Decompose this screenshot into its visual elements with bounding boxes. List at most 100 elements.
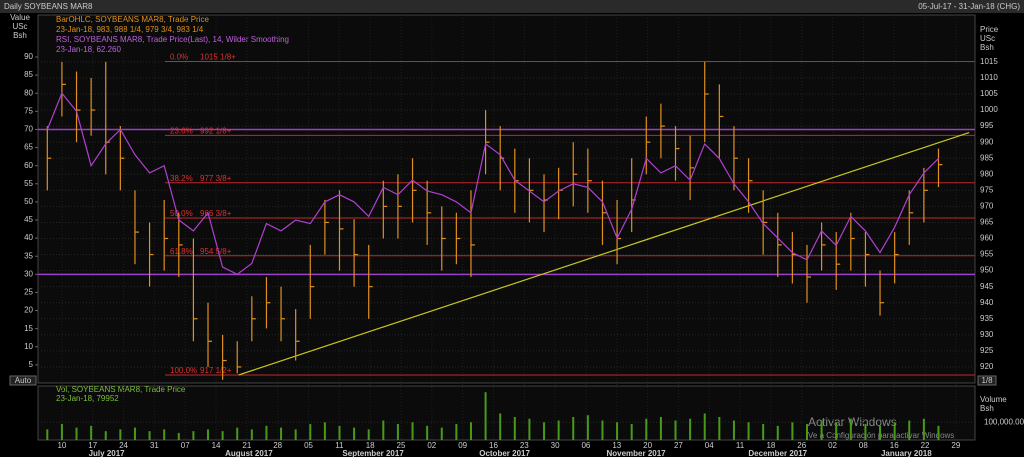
y-tick-label: 980 (980, 169, 994, 178)
fib-price: 1015 1/8+ (200, 53, 236, 62)
x-tick-label: 08 (859, 441, 868, 450)
x-tick-label: 23 (520, 441, 529, 450)
fib-pct: 50.0% (170, 209, 193, 218)
volume-bar (440, 427, 443, 440)
volume-bar (323, 422, 326, 440)
volume-bar (396, 424, 399, 440)
volume-bar (747, 422, 750, 440)
x-tick-label: 25 (397, 441, 406, 450)
y-tick-label: 995 (980, 121, 994, 130)
x-tick-label: 18 (366, 441, 375, 450)
volume-bar (689, 418, 692, 440)
volume-bar (835, 422, 838, 440)
x-tick-label: 26 (797, 441, 806, 450)
month-label: July 2017 (89, 449, 126, 457)
volume-bar (484, 392, 487, 440)
volume-bar (572, 416, 575, 440)
x-tick-label: 30 (551, 441, 560, 450)
y2-tick-label: 85 (24, 70, 33, 79)
y-tick-label: 935 (980, 314, 994, 323)
y2-tick-label: 40 (24, 233, 33, 242)
y2-tick-label: 90 (24, 52, 33, 61)
y-tick-label: 1005 (980, 89, 998, 98)
legend-entry: RSI, SOYBEANS MAR8, Trade Price(Last), 1… (56, 35, 289, 44)
x-tick-label: 11 (736, 441, 745, 450)
x-tick-label: 11 (335, 441, 344, 450)
volume-bar (893, 422, 896, 440)
month-label: November 2017 (606, 449, 666, 457)
y2-tick-label: 15 (24, 324, 33, 333)
volume-bar (60, 424, 63, 440)
left-axis-label: Bsh (13, 31, 27, 40)
fib-pct: 100.0% (170, 366, 197, 375)
y-tick-label: 1000 (980, 105, 998, 114)
volume-bar (528, 418, 531, 440)
fib-pct: 0.0% (170, 53, 188, 62)
y2-tick-label: 50 (24, 197, 33, 206)
volume-bar (499, 413, 502, 440)
fib-pct: 38.2% (170, 174, 193, 183)
volume-bar (864, 424, 867, 440)
volume-bar (630, 424, 633, 440)
auto-label[interactable]: Auto (15, 376, 32, 385)
y2-tick-label: 65 (24, 143, 33, 152)
volume-bar (922, 418, 925, 440)
volume-bar (732, 420, 735, 440)
volume-bar (192, 431, 195, 440)
y2-tick-label: 30 (24, 269, 33, 278)
volume-bar (90, 425, 93, 440)
y2-tick-label: 60 (24, 161, 33, 170)
x-tick-label: 02 (828, 441, 837, 450)
volume-bar (879, 425, 882, 440)
x-tick-label: 24 (119, 441, 128, 450)
volume-bar (455, 424, 458, 440)
y-tick-label: 1015 (980, 57, 998, 66)
fraction-button[interactable] (977, 375, 997, 386)
volume-bar (557, 420, 560, 440)
volume-bar (133, 427, 136, 440)
watermark-title: Activar Windows (808, 415, 897, 429)
volume-bar (309, 424, 312, 440)
month-label: December 2017 (748, 449, 807, 457)
volume-bar (543, 422, 546, 440)
legend-detail: 23-Jan-18, 983, 988 1/4, 979 3/4, 983 1/… (56, 25, 204, 34)
fraction-label[interactable]: 1/8 (981, 376, 993, 385)
x-tick-label: 21 (242, 441, 251, 450)
fib-price: 954 5/8+ (200, 247, 232, 256)
volume-bar (426, 425, 429, 440)
volume-bar (250, 429, 253, 440)
legend-detail: 23-Jan-18, 62.260 (56, 45, 121, 54)
volume-bar (601, 420, 604, 440)
volume-bar (177, 432, 180, 440)
x-tick-label: 09 (458, 441, 467, 450)
y-tick-label: 970 (980, 201, 994, 210)
x-tick-label: 13 (612, 441, 621, 450)
header-bar (0, 0, 1024, 13)
chart-title: Daily SOYBEANS MAR8 (4, 2, 93, 11)
volume-bar (163, 429, 166, 440)
x-tick-label: 14 (212, 441, 221, 450)
volume-axis-label: Bsh (980, 404, 994, 413)
volume-bar (236, 427, 239, 440)
right-axis-label: Bsh (980, 43, 994, 52)
auto-button[interactable] (9, 375, 37, 386)
y-tick-label: 920 (980, 362, 994, 371)
left-axis-label: Value (10, 13, 30, 22)
y-tick-label: 975 (980, 185, 994, 194)
fib-pct: 61.8% (170, 247, 193, 256)
volume-bar (776, 425, 779, 440)
x-tick-label: 18 (766, 441, 775, 450)
y2-tick-label: 20 (24, 306, 33, 315)
volume-bar (104, 431, 107, 440)
volume-bar (75, 427, 78, 440)
volume-bar (513, 416, 516, 440)
volume-bar (849, 418, 852, 440)
volume-bar (119, 429, 122, 440)
volume-bar (469, 422, 472, 440)
y-tick-label: 950 (980, 266, 994, 275)
y-tick-label: 965 (980, 218, 994, 227)
rsi-line (46, 92, 939, 275)
y-tick-label: 940 (980, 298, 994, 307)
volume-bar (762, 424, 765, 440)
y2-tick-label: 75 (24, 106, 33, 115)
